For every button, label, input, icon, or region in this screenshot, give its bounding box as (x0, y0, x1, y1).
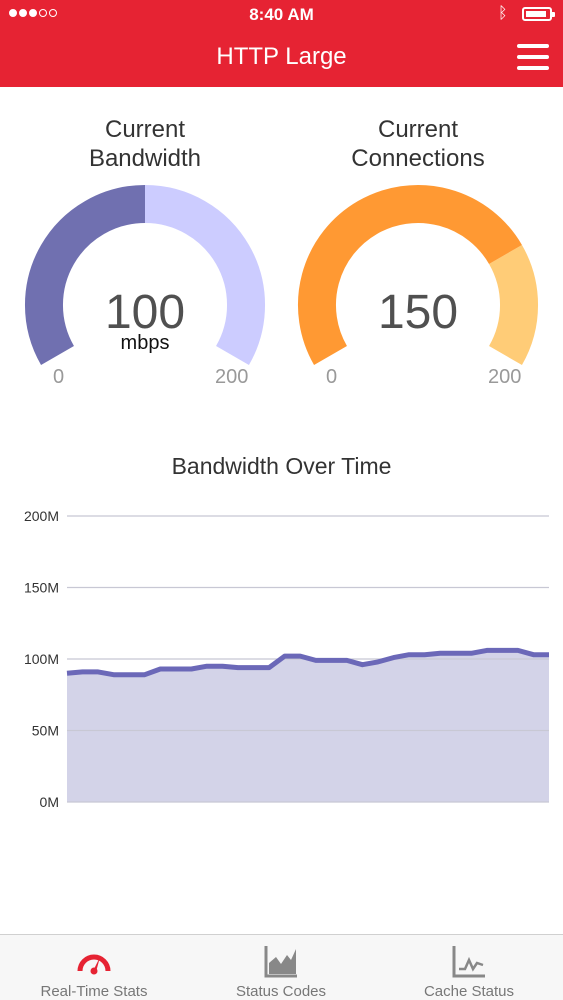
y-tick-label: 50M (32, 723, 59, 739)
tab-real-time-stats[interactable]: Real-Time Stats (14, 935, 174, 1000)
connections-min-label: 0 (326, 366, 338, 388)
connections-gauge-title: Current Connections (351, 116, 485, 172)
connections-gauge (298, 185, 538, 365)
y-tick-label: 100M (24, 651, 59, 667)
tab-status-codes[interactable]: Status Codes (201, 935, 361, 1000)
y-tick-label: 150M (24, 580, 59, 596)
connections-max-label: 200 (488, 366, 522, 388)
chart-series-line (66, 647, 549, 678)
tab-label: Cache Status (423, 983, 515, 1000)
page-title: HTTP Large (216, 43, 347, 70)
navigation-header: 8:40 AM ᛒ HTTP Large (0, 0, 563, 87)
speedometer-icon (77, 954, 111, 975)
tab-bar: Real-Time Stats Status Codes Cache Statu… (0, 934, 563, 1000)
bluetooth-icon: ᛒ (498, 3, 508, 22)
connections-gauge-fill (298, 185, 522, 365)
line-chart-icon (452, 946, 485, 978)
bandwidth-gauge-title: Current Bandwidth (88, 116, 202, 172)
connections-gauge-track (488, 245, 538, 365)
hamburger-menu-icon[interactable] (515, 44, 551, 72)
tab-cache-status[interactable]: Cache Status (389, 935, 549, 1000)
chart-title: Bandwidth Over Time (171, 453, 392, 479)
chart-area-fill (67, 650, 549, 802)
bandwidth-gauge (25, 185, 265, 365)
signal-strength-icon (9, 9, 57, 17)
tab-label: Status Codes (235, 983, 327, 1000)
bandwidth-max-label: 200 (215, 366, 249, 388)
bandwidth-gauge-fill (25, 185, 146, 365)
battery-icon (522, 7, 555, 21)
area-chart-icon (264, 946, 297, 978)
tab-label: Real-Time Stats (40, 983, 148, 1000)
connections-value: 150 (377, 286, 459, 339)
status-time: 8:40 AM (249, 5, 314, 24)
bandwidth-over-time-chart: 0M 50M 100M 150M 200M (24, 508, 550, 810)
bandwidth-unit: mbps (120, 332, 170, 354)
y-tick-label: 0M (40, 794, 59, 810)
bandwidth-min-label: 0 (53, 366, 65, 388)
bandwidth-value: 100 (104, 286, 186, 339)
status-bar: 8:40 AM ᛒ (0, 0, 563, 28)
bandwidth-gauge-track (144, 185, 265, 365)
y-tick-label: 200M (24, 508, 59, 524)
